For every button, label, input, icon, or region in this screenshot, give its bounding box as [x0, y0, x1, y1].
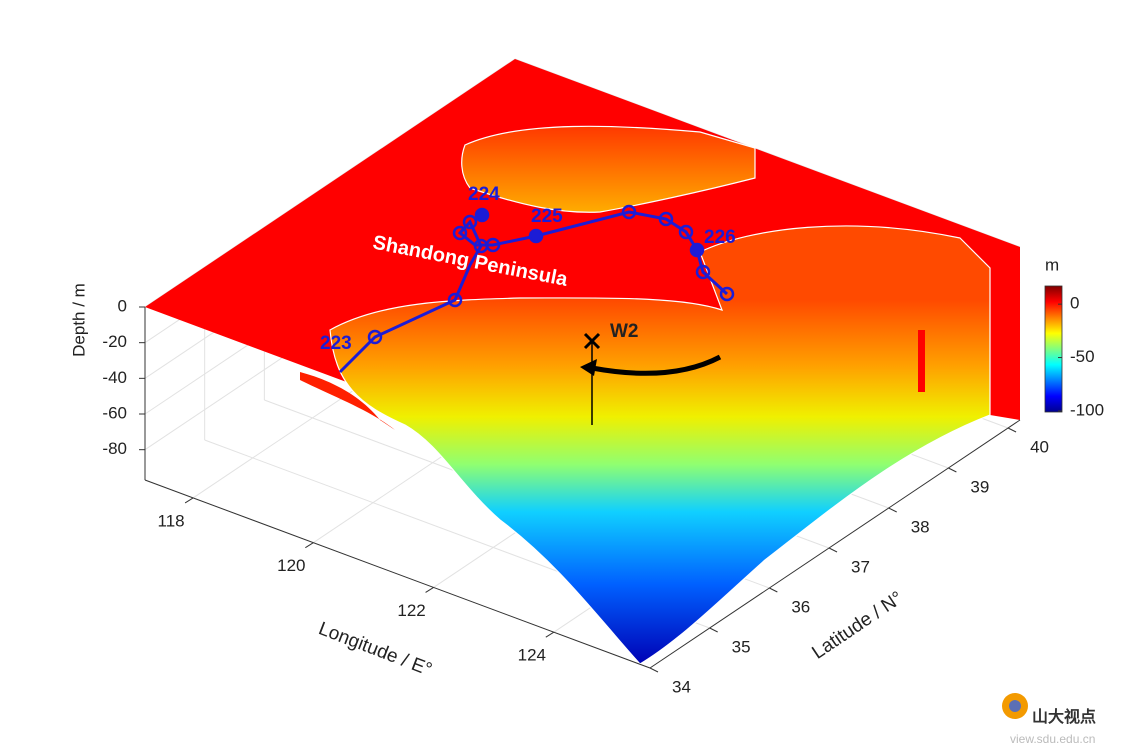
- y-tick-label: 35: [732, 637, 751, 656]
- watermark-url: view.sdu.edu.cn: [1010, 732, 1095, 746]
- track-point: [485, 237, 501, 253]
- x-tick-label: 120: [277, 556, 305, 575]
- track-label: 226: [704, 227, 736, 248]
- land-wall: [300, 372, 395, 430]
- watermark-name: 山大视点: [1032, 707, 1096, 726]
- y-tick-label: 39: [970, 477, 989, 496]
- tick-mark: [828, 547, 838, 553]
- colorbar-tick-label: -50: [1070, 347, 1095, 366]
- tick-mark: [948, 467, 957, 473]
- flow-arrowhead: [580, 359, 597, 376]
- y-tick-label: 40: [1030, 437, 1049, 456]
- tick-mark: [709, 627, 718, 633]
- x-axis-label: Longitude / E°: [316, 618, 435, 680]
- bay: [461, 125, 756, 213]
- tick-mark: [888, 507, 897, 513]
- track-label: 225: [531, 206, 563, 227]
- axis-line: [144, 479, 651, 669]
- surface: [145, 59, 1020, 665]
- y-tick-label: 37: [851, 557, 870, 576]
- tick-mark: [769, 587, 778, 593]
- track-line: [338, 210, 729, 374]
- track-point: [621, 204, 637, 220]
- axis-layer: 118 120 122 124 34 35 36 37 38 39 40 0 -20 -40 -60 -80: [102, 296, 1049, 696]
- track-point: [474, 207, 490, 223]
- track-label: 223: [320, 333, 352, 354]
- track-point: [695, 264, 711, 280]
- z-tick-label: -80: [102, 439, 127, 458]
- colorbar-bar: [1044, 285, 1063, 413]
- y-tick-label: 34: [672, 677, 691, 696]
- track-point: [367, 329, 383, 345]
- x-tick-label: 118: [158, 511, 185, 530]
- track-point: [473, 238, 489, 254]
- x-tick-label: 124: [518, 646, 546, 665]
- land-wall: [918, 330, 925, 392]
- y-axis-label: Latitude / N°: [808, 588, 907, 664]
- station-marker: [583, 332, 601, 350]
- axis-line: [649, 419, 1021, 669]
- track-label: 224: [468, 184, 500, 205]
- track-point: [719, 286, 735, 302]
- tick-mark: [649, 667, 659, 673]
- station-label: W2: [610, 321, 639, 342]
- y-tick-label: 38: [911, 517, 930, 536]
- flow-arrow: [591, 354, 722, 376]
- z-tick-label: -20: [102, 332, 127, 351]
- sea-surface: [329, 225, 991, 665]
- track-point: [658, 211, 674, 227]
- colorbar-tick-label: -100: [1070, 400, 1104, 419]
- tick-mark: [184, 497, 194, 504]
- colorbar-tick-label: 0: [1070, 294, 1079, 313]
- track-point: [447, 292, 463, 308]
- tick-mark: [1007, 427, 1017, 433]
- z-axis-label: Depth / m: [69, 283, 88, 357]
- tick-mark: [545, 631, 555, 638]
- track-point: [528, 228, 544, 244]
- track-point: [462, 214, 478, 230]
- colorbar-label: m: [1045, 255, 1059, 274]
- track-point: [689, 242, 705, 258]
- y-tick-label: 36: [791, 597, 810, 616]
- watermark-icon: [1009, 700, 1021, 712]
- z-tick-label: -60: [102, 403, 127, 422]
- colorbar: 0 -50 -100: [1044, 285, 1104, 419]
- x-tick-label: 122: [397, 601, 425, 620]
- tick-mark: [425, 587, 434, 593]
- track: [338, 204, 735, 374]
- z-tick-label: -40: [102, 368, 127, 387]
- tick-mark: [305, 542, 314, 549]
- track-point: [678, 224, 694, 240]
- track-point: [452, 225, 468, 241]
- z-tick-label: 0: [118, 296, 127, 315]
